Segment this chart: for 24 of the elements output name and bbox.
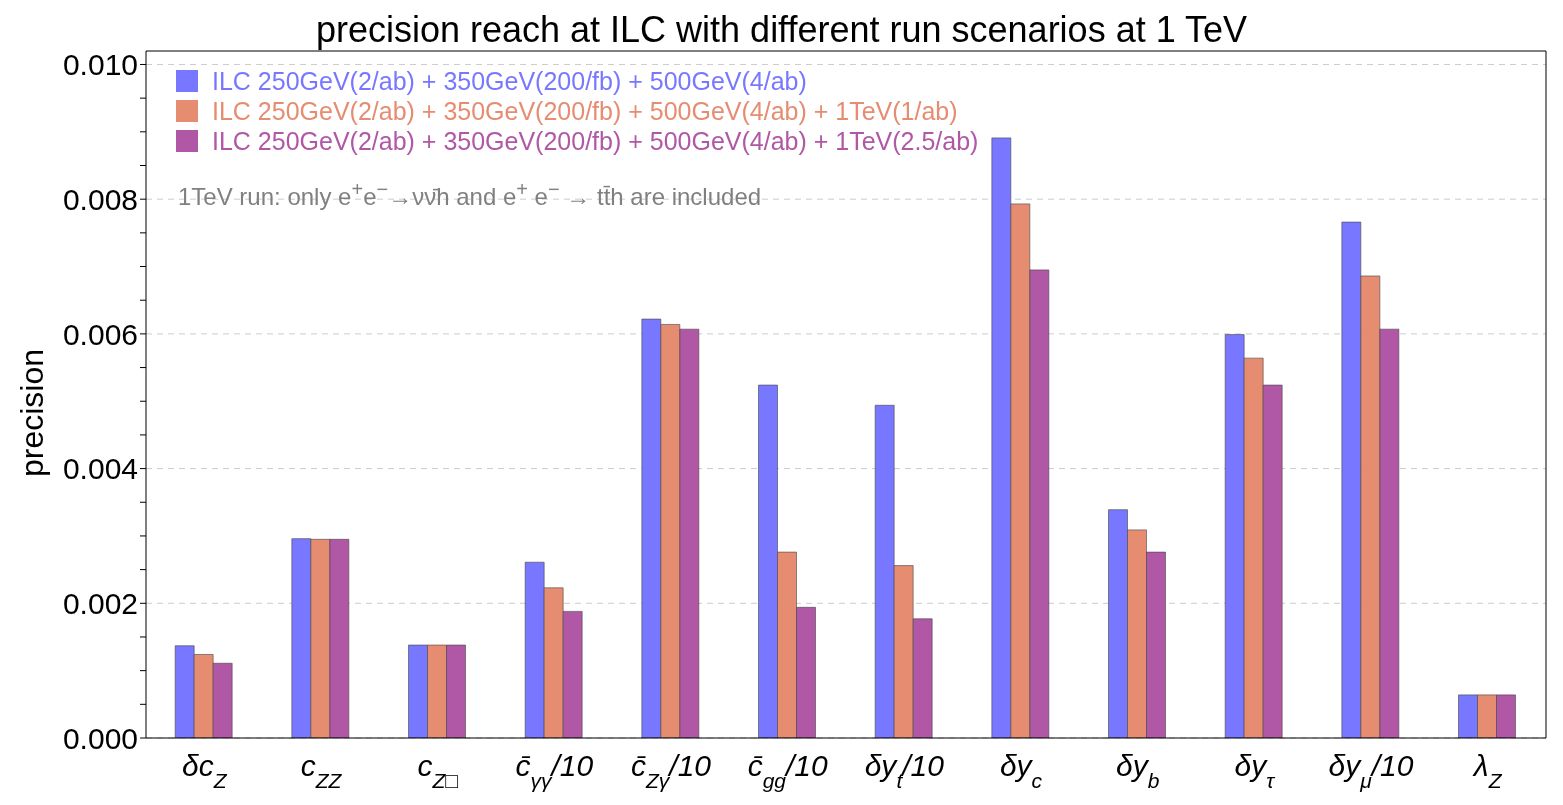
- y-tick-label: 0.010: [62, 48, 138, 82]
- x-tick-label: δy$_{μ}$/10: [1328, 749, 1414, 792]
- y-tick-label: 0.004: [62, 452, 138, 486]
- x-tick-label: δy$_{τ}$: [1234, 749, 1276, 792]
- x-tick-label: δy$_{t}$/10: [864, 749, 945, 792]
- x-tick-label: λ$_{Z}$: [1471, 749, 1503, 792]
- legend-label: ILC 250GeV(2/ab) + 350GeV(200/fb) + 500GeV(4/ab) + 1TeV(1/ab): [212, 96, 958, 126]
- x-tick-label: c̄$_{Zγ}$/10: [630, 749, 712, 792]
- y-tick-label: 0.006: [62, 317, 138, 351]
- x-tick-label: δy$_{b}$: [1115, 749, 1160, 792]
- y-tick-label: 0.000: [62, 721, 138, 755]
- y-tick-label: 0.008: [62, 182, 138, 216]
- y-tick-label: 0.002: [62, 586, 138, 620]
- x-tick-label: c̄$_{gg}$/10: [747, 749, 829, 792]
- text: 1TeV run: only e$^{+}$e$^{−}$→νν̄h and e$^{+}$ e$^{−}$ → tt̄h are included: [178, 178, 762, 210]
- x-tick-label: c$_{ZZ}$: [300, 749, 343, 792]
- y-axis-title: precision: [13, 348, 51, 478]
- chart-title: precision reach at ILC with different run scenarios at 1 TeV: [315, 9, 1248, 50]
- legend-label: ILC 250GeV(2/ab) + 350GeV(200/fb) + 500GeV(4/ab) + 1TeV(2.5/ab): [212, 126, 979, 156]
- legend-label: ILC 250GeV(2/ab) + 350GeV(200/fb) + 500GeV(4/ab): [212, 66, 807, 96]
- x-tick-label: c$_{Z□}$: [417, 749, 459, 792]
- x-tick-label: δc$_{Z}$: [182, 749, 228, 792]
- x-tick-label: δy$_{c}$: [999, 749, 1043, 792]
- x-tick-label: c̄$_{γγ}$/10: [515, 749, 594, 792]
